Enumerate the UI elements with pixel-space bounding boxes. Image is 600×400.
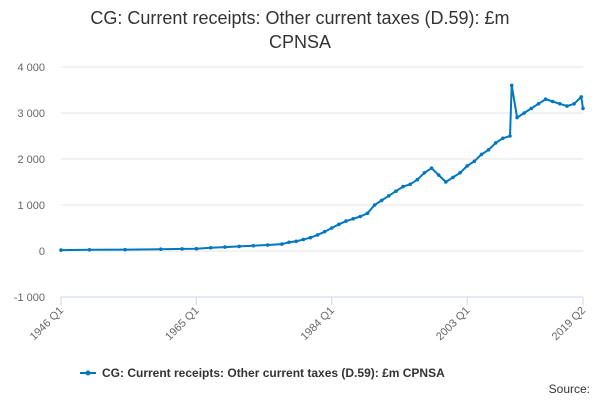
data-point: [194, 246, 199, 251]
data-point: [337, 222, 341, 227]
data-point: [158, 247, 163, 251]
gridlines: [61, 66, 583, 298]
data-point: [280, 242, 284, 246]
data-point: [372, 203, 377, 207]
chart-title: CG: Current receipts: Other current taxe…: [90, 8, 510, 52]
data-point: [579, 95, 584, 99]
data-point: [329, 226, 334, 230]
data-point: [515, 115, 519, 120]
data-point: [365, 211, 370, 216]
data-point: [543, 97, 548, 101]
series-layer: [59, 83, 585, 252]
x-tick-label: 2019 Q2: [550, 305, 588, 343]
data-point: [558, 102, 562, 106]
data-point: [465, 164, 469, 168]
data-point: [501, 136, 505, 141]
data-point: [322, 229, 327, 234]
data-point: [565, 104, 569, 108]
data-point: [415, 177, 420, 182]
data-point: [294, 239, 298, 244]
y-axis-labels: -1 000 0 1 000 2 000 3 000 4 000: [14, 62, 45, 304]
data-point: [59, 248, 63, 252]
data-point: [344, 219, 348, 223]
data-point: [536, 102, 541, 106]
data-point: [508, 134, 512, 138]
data-point: [251, 243, 256, 248]
data-point: [401, 184, 405, 189]
data-point: [509, 83, 514, 88]
x-tick-label: 1984 Q1: [299, 305, 337, 343]
data-point: [287, 240, 291, 245]
data-point: [408, 182, 412, 187]
data-point: [387, 194, 391, 198]
data-point: [493, 141, 498, 145]
data-point: [237, 244, 241, 249]
data-point: [208, 245, 213, 250]
data-point: [522, 111, 527, 115]
data-point: [123, 247, 127, 252]
data-point: [265, 243, 270, 247]
data-point: [436, 173, 441, 177]
data-point: [315, 233, 320, 237]
series-line: [60, 84, 584, 252]
x-tick-label: 1946 Q1: [28, 305, 66, 343]
data-point: [486, 148, 491, 152]
data-point: [358, 214, 363, 219]
data-point: [180, 247, 184, 251]
data-point: [429, 166, 434, 170]
y-tick-label: 1 000: [17, 200, 45, 212]
legend[interactable]: CG: Current receipts: Other current taxe…: [80, 366, 445, 380]
source-label[interactable]: Source:: [549, 382, 590, 396]
data-point: [422, 171, 427, 175]
data-point: [572, 102, 576, 106]
legend-label: CG: Current receipts: Other current taxe…: [102, 366, 445, 380]
data-point: [308, 235, 313, 240]
data-point: [444, 180, 448, 184]
x-tick-label: 1965 Q1: [163, 305, 201, 343]
x-tick-label: 2003 Q1: [434, 305, 472, 343]
data-point: [87, 248, 92, 252]
data-point: [529, 106, 534, 111]
y-tick-label: 3 000: [17, 108, 45, 120]
y-tick-label: 2 000: [17, 154, 45, 166]
y-tick-label: 4 000: [17, 62, 45, 74]
data-point: [351, 217, 355, 221]
y-tick-label: 0: [39, 246, 45, 258]
data-point: [472, 159, 477, 164]
data-point: [451, 175, 455, 180]
data-point: [479, 152, 484, 157]
data-point: [550, 99, 555, 104]
data-point: [581, 106, 585, 111]
data-point: [301, 237, 306, 242]
legend-marker-icon: [85, 370, 91, 376]
y-tick-label: -1 000: [14, 292, 45, 304]
data-point: [458, 171, 462, 175]
data-point: [223, 245, 227, 249]
data-point: [379, 198, 384, 203]
x-axis: 1946 Q1 1965 Q1 1984 Q1 2003 Q1 2019 Q2: [28, 296, 588, 343]
data-point: [394, 189, 398, 193]
